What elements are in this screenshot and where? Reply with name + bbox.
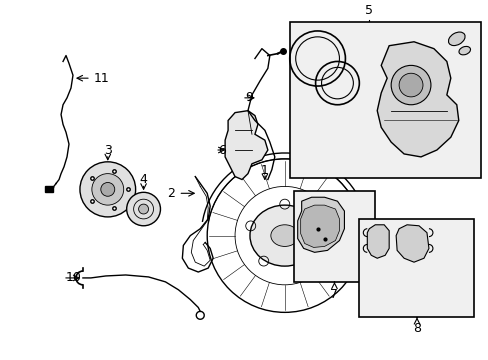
Bar (359, 219, 473, 317)
Text: 9: 9 (244, 91, 252, 104)
Bar (293, 191, 374, 282)
Polygon shape (297, 197, 344, 252)
Text: 4: 4 (140, 174, 147, 186)
Ellipse shape (270, 225, 298, 247)
Ellipse shape (447, 32, 464, 46)
Ellipse shape (458, 46, 469, 55)
Text: 7: 7 (330, 288, 338, 301)
Circle shape (92, 174, 123, 205)
Circle shape (101, 183, 115, 196)
Polygon shape (376, 42, 458, 157)
Text: 6: 6 (218, 144, 225, 157)
Text: 8: 8 (412, 322, 420, 335)
Polygon shape (366, 225, 388, 258)
Text: 10: 10 (66, 271, 81, 284)
Polygon shape (300, 205, 339, 247)
Circle shape (390, 66, 430, 105)
Circle shape (126, 192, 160, 226)
Circle shape (138, 204, 148, 214)
Text: 5: 5 (365, 4, 372, 17)
Text: 2: 2 (167, 187, 175, 200)
Text: 3: 3 (103, 144, 111, 157)
Circle shape (398, 73, 422, 97)
Polygon shape (224, 111, 267, 180)
Bar (289, 22, 480, 177)
Text: 1: 1 (261, 163, 268, 176)
Ellipse shape (249, 205, 319, 266)
Text: 11: 11 (94, 72, 109, 85)
Bar (45, 186, 53, 192)
Polygon shape (395, 225, 428, 262)
Circle shape (80, 162, 135, 217)
